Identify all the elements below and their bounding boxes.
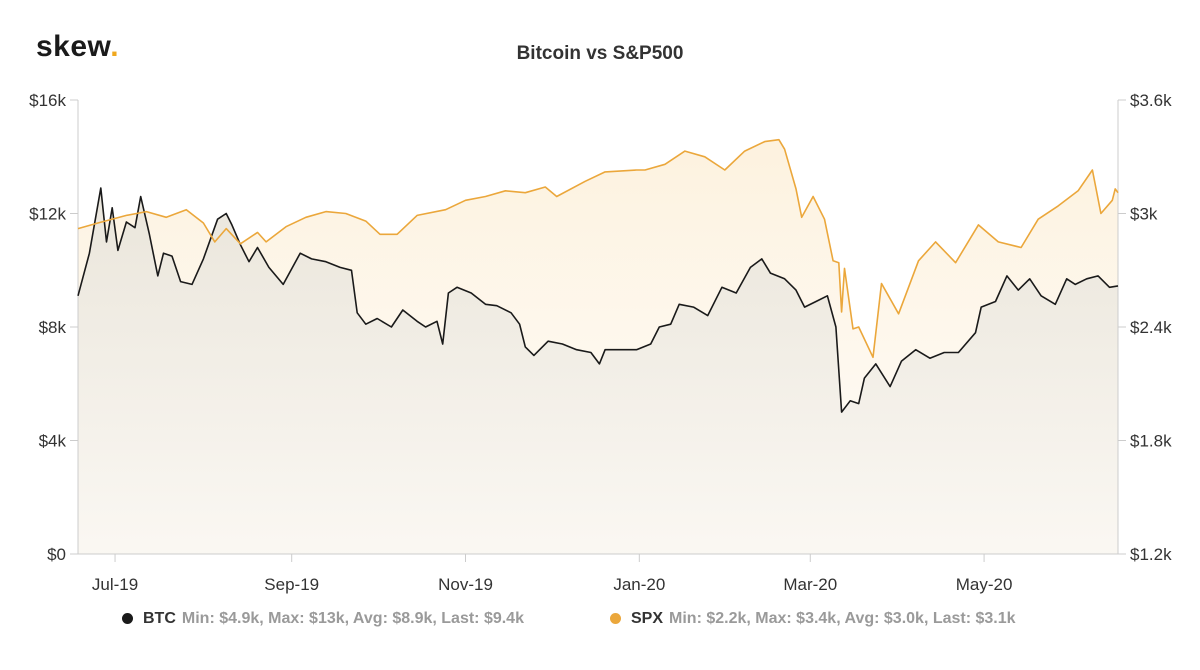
logo-dot: .: [110, 30, 120, 63]
bitcoin-vs-sp500-chart: Bitcoin vs S&P500 $0 $4k $8k $12k $16k $1.2k $…: [29, 43, 1172, 594]
skew-logo: skew.: [36, 30, 119, 64]
spx-line: [77, 138, 1119, 359]
y-right-tick-label: $3k: [1130, 205, 1158, 224]
logo-text: skew: [36, 30, 111, 63]
spx-legend-marker: [610, 613, 621, 624]
btc-area: [78, 188, 1118, 554]
y-left-tick-label: $8k: [39, 318, 67, 337]
btc-line: [77, 187, 1119, 413]
y-right-tick-label: $1.2k: [1130, 545, 1172, 564]
y-left-tick-label: $12k: [29, 205, 66, 224]
x-tick-label: May-20: [956, 575, 1013, 594]
spx-legend-name: SPX: [631, 610, 664, 627]
spx-legend-stats: Min: $2.2k, Max: $3.4k, Avg: $3.0k, Last…: [669, 610, 1016, 627]
btc-legend-marker: [122, 613, 133, 624]
x-tick-label: Nov-19: [438, 575, 493, 594]
y-left-tick-label: $16k: [29, 91, 66, 110]
legend-item-btc[interactable]: BTC Min: $4.9k, Max: $13k, Avg: $8.9k, La…: [122, 610, 524, 628]
chart-title: Bitcoin vs S&P500: [517, 43, 684, 64]
x-tick-label: Mar-20: [783, 575, 837, 594]
btc-legend-stats: Min: $4.9k, Max: $13k, Avg: $8.9k, Last:…: [181, 610, 524, 627]
x-tick-label: Jul-19: [92, 575, 138, 594]
y-right-tick-label: $1.8k: [1130, 432, 1172, 451]
y-left-tick-label: $4k: [39, 432, 67, 451]
legend-item-spx[interactable]: SPX Min: $2.2k, Max: $3.4k, Avg: $3.0k, L…: [610, 610, 1016, 628]
x-tick-label: Sep-19: [264, 575, 319, 594]
chart-legend: BTC Min: $4.9k, Max: $13k, Avg: $8.9k, La…: [0, 610, 1200, 634]
y-left-tick-label: $0: [47, 545, 66, 564]
btc-legend-name: BTC: [143, 610, 176, 627]
x-tick-label: Jan-20: [613, 575, 665, 594]
y-right-tick-label: $2.4k: [1130, 318, 1172, 337]
y-right-tick-label: $3.6k: [1130, 91, 1172, 110]
